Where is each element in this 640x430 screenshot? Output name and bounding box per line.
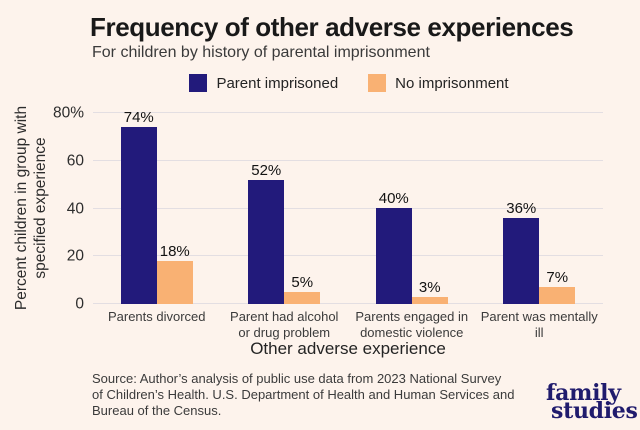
gridline bbox=[93, 303, 603, 304]
bar-group: 74% 18% bbox=[93, 110, 221, 304]
y-tick-label: 20 bbox=[66, 247, 84, 265]
bar bbox=[156, 261, 193, 304]
bar-value-label: 7% bbox=[546, 269, 569, 286]
source-note: Source: Author’s analysis of public use … bbox=[92, 371, 522, 418]
x-category-label: Parent was mentally ill bbox=[480, 309, 598, 340]
y-tick-label: 40 bbox=[66, 200, 84, 217]
legend-label: Parent imprisoned bbox=[216, 74, 339, 92]
bar-value-label: 36% bbox=[506, 200, 537, 217]
bar-value-label: 5% bbox=[291, 274, 314, 291]
bar-group: 52% 5% bbox=[221, 163, 349, 304]
bar bbox=[375, 208, 412, 304]
bar-value-label: 40% bbox=[378, 190, 409, 207]
bar-column: 40% bbox=[375, 190, 412, 304]
source-line: of Children’s Health. U.S. Department of… bbox=[92, 386, 515, 402]
gridline bbox=[93, 112, 603, 113]
y-tick-label: 0 bbox=[75, 295, 84, 313]
bar-column: 3% bbox=[411, 279, 448, 304]
bar bbox=[248, 180, 285, 304]
bar bbox=[411, 297, 448, 304]
legend-swatch-no-imprisonment bbox=[368, 74, 387, 92]
x-category-label: Parents engaged in domestic violence bbox=[355, 309, 469, 340]
plot-area: 74% 18% 52% 5% 40% 3% 36% 7% bbox=[93, 110, 604, 304]
y-axis-tick-labels: 0 20 40 60 80% bbox=[40, 105, 87, 312]
x-category-label: Parent had alcohol or drug problem bbox=[230, 309, 339, 340]
x-axis-category-labels: Parents divorced Parent had alcohol or dr… bbox=[93, 309, 603, 340]
source-line: Bureau of the Census. bbox=[92, 402, 222, 418]
y-axis-title-line: Percent children in group with bbox=[13, 105, 30, 311]
y-tick-label: 80% bbox=[52, 104, 84, 122]
bar-group: 40% 3% bbox=[348, 191, 476, 304]
bar-column: 36% bbox=[503, 200, 540, 304]
legend: Parent imprisoned No imprisonment bbox=[93, 74, 605, 92]
bar-group: 36% 7% bbox=[476, 201, 604, 304]
gridline bbox=[93, 159, 603, 161]
bar-value-label: 52% bbox=[251, 162, 282, 179]
legend-item-parent-imprisoned: Parent imprisoned bbox=[189, 74, 338, 92]
bar-column: 7% bbox=[539, 269, 576, 304]
bar-column: 18% bbox=[156, 243, 193, 304]
gridline bbox=[93, 255, 603, 257]
logo-word-studies: studies bbox=[551, 398, 638, 424]
bar bbox=[503, 218, 540, 304]
source-line: Source: Author’s analysis of public use … bbox=[92, 371, 502, 386]
bar bbox=[120, 127, 157, 304]
gridline bbox=[93, 207, 603, 209]
bar-groups: 74% 18% 52% 5% 40% 3% 36% 7% bbox=[93, 110, 604, 304]
bar-value-label: 3% bbox=[418, 279, 441, 296]
logo-word-family: family bbox=[546, 380, 621, 406]
chart-subtitle: For children by history of parental impr… bbox=[92, 44, 430, 61]
chart-title: Frequency of other adverse experiences bbox=[90, 12, 574, 42]
legend-swatch-parent-imprisoned bbox=[189, 74, 208, 92]
legend-label: No imprisonment bbox=[395, 74, 509, 92]
y-tick-label: 60 bbox=[66, 152, 84, 170]
bar bbox=[284, 292, 321, 304]
bar-value-label: 18% bbox=[159, 243, 190, 260]
bar-column: 5% bbox=[284, 274, 321, 304]
bar-column: 74% bbox=[120, 109, 157, 304]
bar-column: 52% bbox=[248, 162, 285, 304]
legend-item-no-imprisonment: No imprisonment bbox=[368, 74, 509, 92]
bar-value-label: 74% bbox=[123, 109, 154, 126]
x-category-label: Parents divorced bbox=[107, 309, 206, 324]
x-axis-title: Other adverse experience bbox=[250, 339, 446, 358]
family-studies-logo: family studies bbox=[546, 380, 638, 424]
bar bbox=[539, 287, 576, 304]
